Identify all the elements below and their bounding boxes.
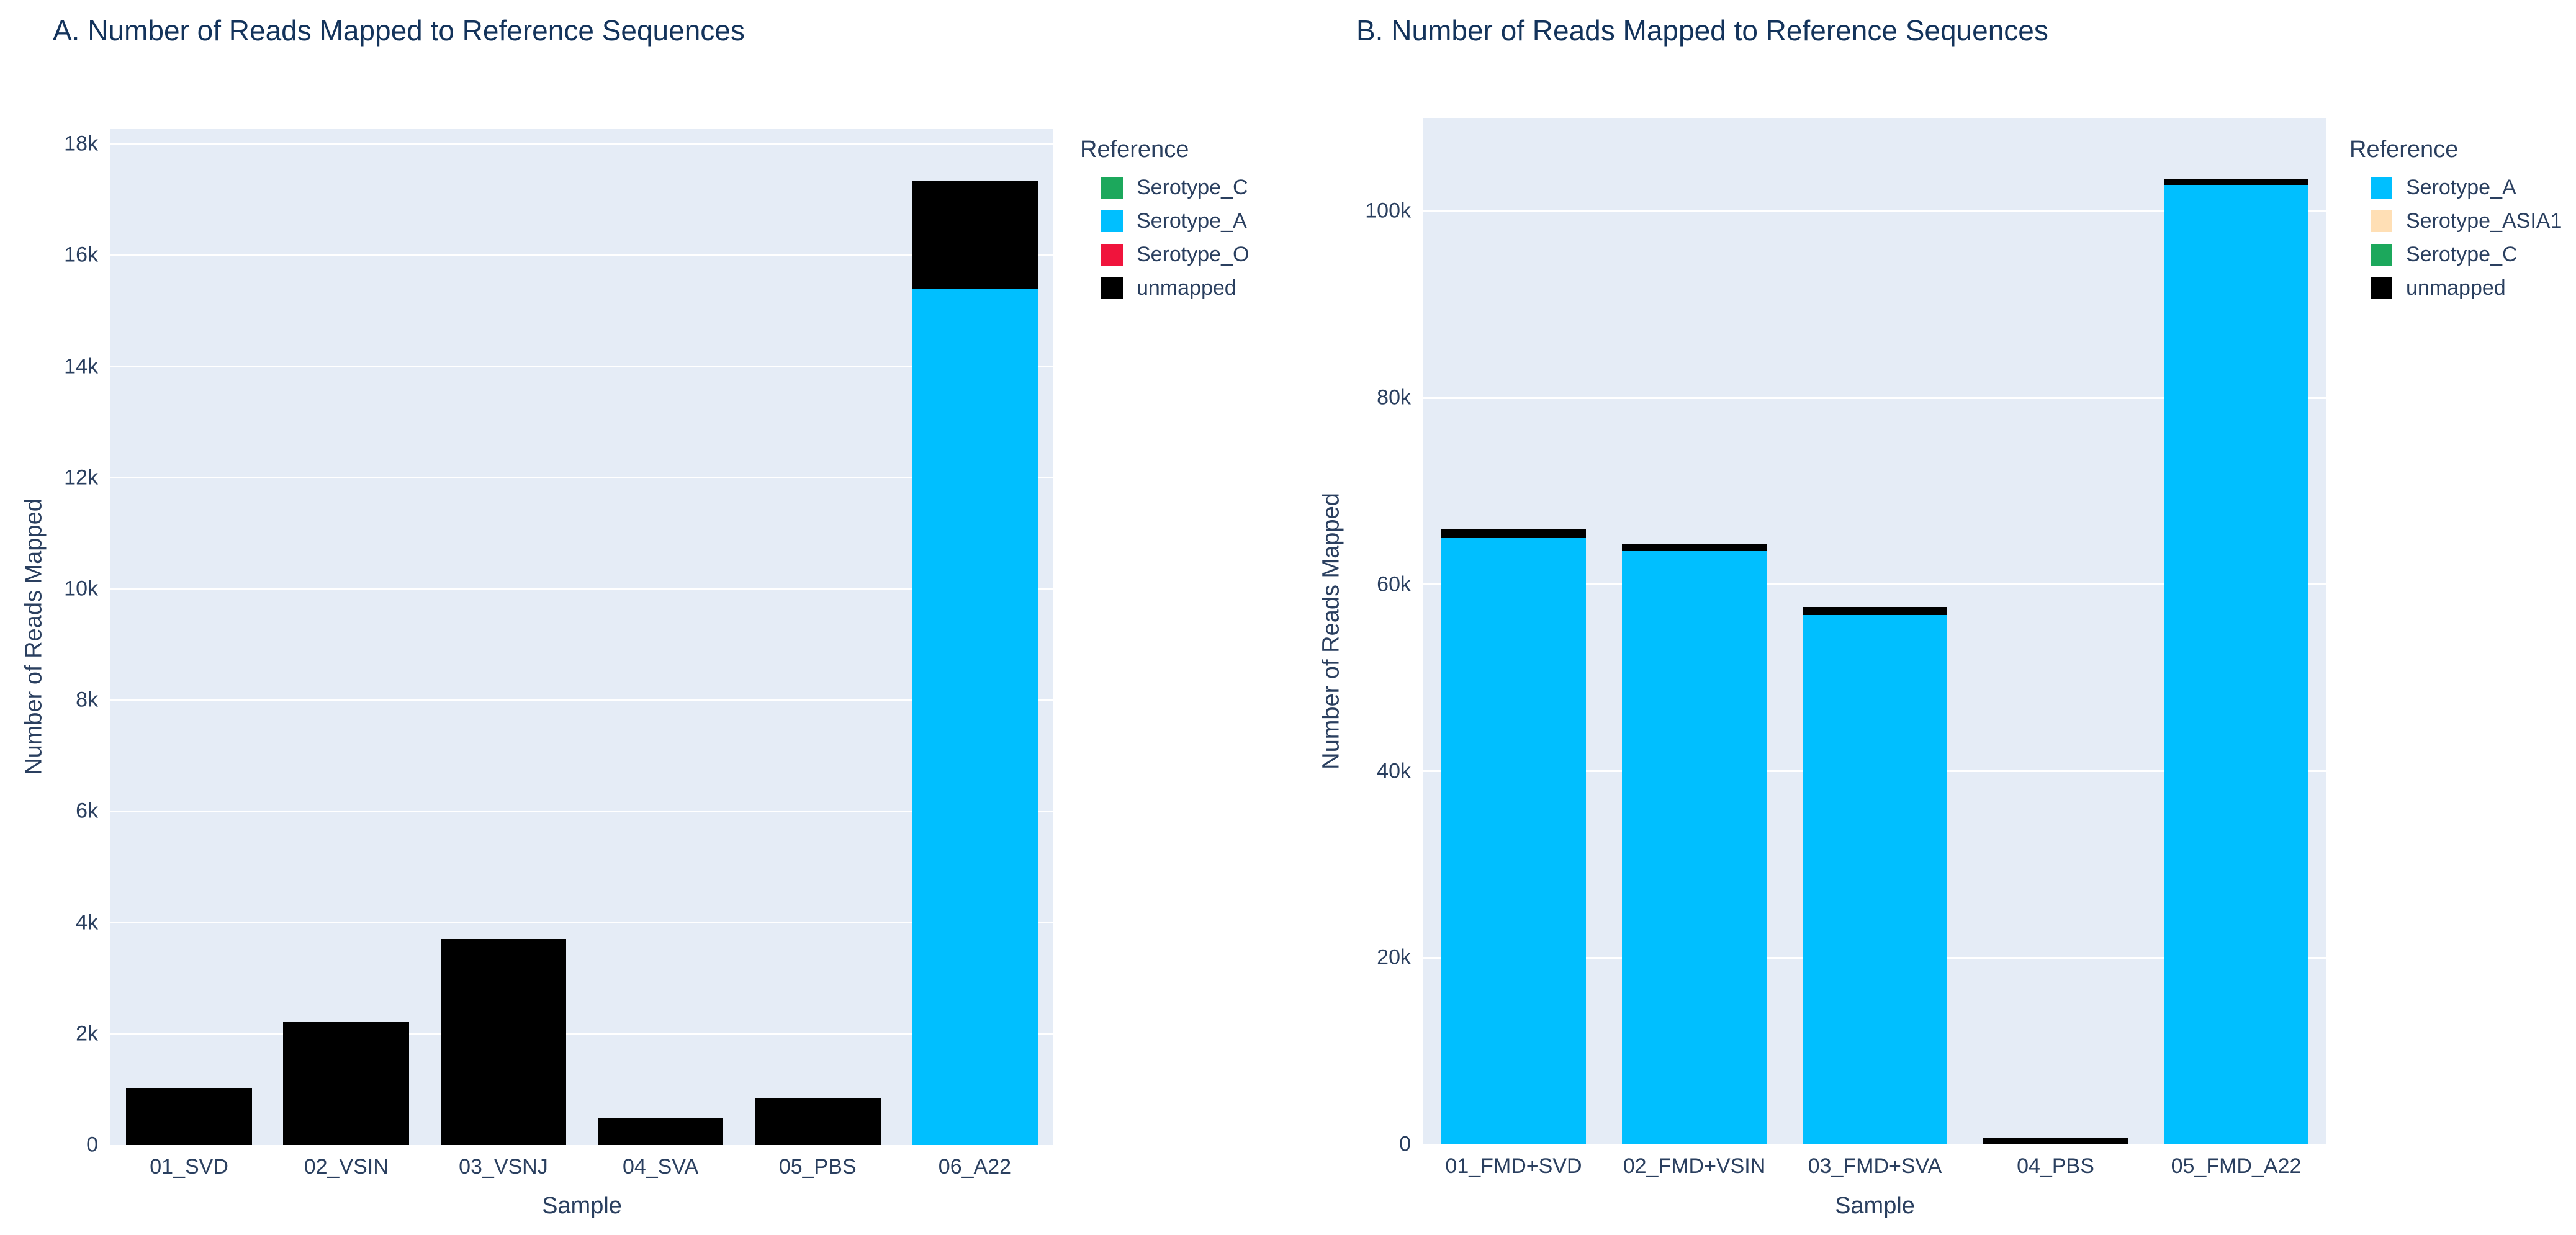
bar-segment-03_FMD+SVA-Serotype_A — [1803, 615, 1947, 1144]
legend-item-label: Serotype_A — [1137, 209, 1247, 233]
bar-segment-02_FMD+VSIN-unmapped — [1622, 544, 1767, 551]
y-tick-label: 2k — [76, 1022, 98, 1046]
y-axis-title: Number of Reads Mapped — [20, 498, 47, 775]
y-tick-label: 40k — [1377, 759, 1411, 783]
x-tick-label: 06_A22 — [938, 1155, 1012, 1179]
bar-segment-06_A22-Serotype_A — [912, 289, 1038, 1145]
legend-item-label: unmapped — [2406, 276, 2506, 300]
bar-segment-02_FMD+VSIN-Serotype_A — [1622, 550, 1767, 1144]
legend-item-Serotype_A[interactable]: Serotype_A — [2349, 176, 2562, 200]
bar-segment-04_SVA-unmapped — [597, 1118, 724, 1145]
y-tick-label: 16k — [64, 243, 98, 267]
y-tick-label: 4k — [76, 910, 98, 935]
legend-item-label: Serotype_ASIA1 — [2406, 209, 2562, 233]
bar-segment-03_FMD+SVA-unmapped — [1803, 606, 1947, 616]
legend-item-unmapped[interactable]: unmapped — [1080, 276, 1249, 300]
chart-panel-a: A. Number of Reads Mapped to Reference S… — [20, 14, 1250, 1219]
legend-item-label: Serotype_A — [2406, 176, 2516, 199]
bar-segment-01_SVD-unmapped — [126, 1087, 252, 1145]
y-tick-label: 60k — [1377, 572, 1411, 596]
legend-swatch-Serotype_O — [1101, 244, 1123, 266]
legend-item-label: Serotype_O — [1137, 243, 1250, 266]
bar-segment-02_VSIN-unmapped — [283, 1022, 409, 1145]
bar-segment-03_VSNJ-unmapped — [440, 939, 567, 1145]
bar-segment-05_PBS-unmapped — [754, 1098, 881, 1145]
legend-swatch-Serotype_A — [1101, 210, 1123, 232]
gridline — [1423, 210, 2326, 212]
y-tick-label: 18k — [64, 132, 98, 156]
gridline — [110, 810, 1053, 812]
legend-items: Serotype_C Serotype_A Serotype_O unmapped — [1080, 176, 1249, 300]
gridline — [110, 143, 1053, 145]
chart-panel-b: B. Number of Reads Mapped to Reference S… — [1288, 0, 2576, 1235]
bar-segment-04_PBS-unmapped — [1983, 1138, 2128, 1144]
chart-title: B. Number of Reads Mapped to Reference S… — [1356, 14, 2048, 47]
x-tick-label: 05_FMD_A22 — [2171, 1154, 2302, 1178]
bar-segment-01_FMD+SVD-Serotype_A — [1441, 537, 1586, 1144]
bar-segment-05_FMD_A22-Serotype_A — [2164, 185, 2308, 1144]
legend-item-unmapped[interactable]: unmapped — [2349, 276, 2562, 300]
gridline — [1423, 583, 2326, 586]
y-tick-label: 0 — [1399, 1132, 1411, 1156]
legend-item-Serotype_O[interactable]: Serotype_O — [1080, 243, 1249, 267]
legend: Reference Serotype_A Serotype_ASIA1 Seroty… — [2349, 137, 2562, 310]
y-tick-label: 10k — [64, 577, 98, 601]
legend-item-label: Serotype_C — [2406, 243, 2518, 266]
gridline — [110, 366, 1053, 368]
legend-swatch-unmapped — [2371, 277, 2392, 299]
legend-item-Serotype_ASIA1[interactable]: Serotype_ASIA1 — [2349, 209, 2562, 233]
y-tick-label: 0 — [86, 1133, 98, 1157]
gridline — [110, 1033, 1053, 1035]
legend-item-label: unmapped — [1137, 276, 1236, 300]
legend-item-Serotype_C[interactable]: Serotype_C — [2349, 243, 2562, 267]
gridline — [110, 254, 1053, 256]
y-tick-label: 100k — [1365, 199, 1411, 223]
x-tick-label: 03_VSNJ — [459, 1155, 548, 1179]
legend-swatch-Serotype_C — [1101, 177, 1123, 199]
x-tick-label: 01_FMD+SVD — [1445, 1154, 1582, 1178]
x-tick-label: 01_SVD — [150, 1155, 228, 1179]
gridline — [110, 922, 1053, 924]
legend-item-Serotype_A[interactable]: Serotype_A — [1080, 209, 1249, 233]
y-tick-label: 14k — [64, 354, 98, 379]
bar-segment-01_FMD+SVD-unmapped — [1441, 528, 1586, 538]
gridline — [110, 699, 1053, 701]
x-tick-label: 04_SVA — [622, 1155, 699, 1179]
y-tick-label: 80k — [1377, 385, 1411, 410]
x-tick-label: 02_VSIN — [304, 1155, 389, 1179]
y-tick-label: 8k — [76, 688, 98, 712]
y-axis-title: Number of Reads Mapped — [1318, 493, 1344, 770]
chart-title: A. Number of Reads Mapped to Reference S… — [53, 14, 745, 47]
legend-item-Serotype_C[interactable]: Serotype_C — [1080, 176, 1249, 200]
x-tick-label: 04_PBS — [2017, 1154, 2094, 1178]
legend-swatch-unmapped — [1101, 277, 1123, 299]
x-axis-title: Sample — [1835, 1193, 1915, 1219]
legend-swatch-Serotype_ASIA1 — [2371, 210, 2392, 232]
y-tick-label: 20k — [1377, 945, 1411, 969]
legend-title: Reference — [2349, 137, 2459, 163]
legend-item-label: Serotype_C — [1137, 176, 1248, 199]
y-tick-label: 6k — [76, 799, 98, 823]
legend: Reference Serotype_C Serotype_A Serotype_O… — [1080, 137, 1249, 310]
bar-segment-05_FMD_A22-unmapped — [2164, 178, 2308, 186]
legend-swatch-Serotype_C — [2371, 244, 2392, 266]
x-axis-title: Sample — [542, 1193, 622, 1219]
x-tick-label: 05_PBS — [778, 1155, 857, 1179]
gridline — [1423, 397, 2326, 399]
gridline — [110, 477, 1053, 479]
plot-area: 0 2k 4k 6k 8k 10k 12k 14k 16k 18k 01_SVD 02_VSIN 03_… — [64, 129, 1053, 1179]
x-tick-label: 02_FMD+VSIN — [1623, 1154, 1766, 1178]
bar-segment-06_A22-unmapped — [912, 181, 1038, 289]
y-tick-label: 12k — [64, 465, 98, 490]
x-tick-label: 03_FMD+SVA — [1808, 1154, 1942, 1178]
legend-title: Reference — [1080, 137, 1189, 163]
plot-area: 0 20k 40k 60k 80k 100k 01_FMD+SVD 02_FMD+VSIN 03… — [1365, 118, 2326, 1178]
legend-swatch-Serotype_A — [2371, 177, 2392, 199]
gridline — [110, 588, 1053, 590]
